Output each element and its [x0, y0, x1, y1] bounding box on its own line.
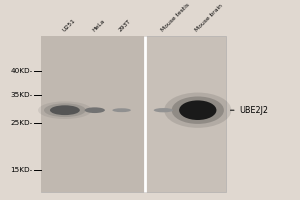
Text: UBE2J2: UBE2J2 [230, 106, 268, 115]
Ellipse shape [112, 108, 131, 112]
Text: 25KD-: 25KD- [11, 120, 33, 126]
Text: U251: U251 [61, 18, 76, 33]
Bar [41, 36, 145, 192]
Ellipse shape [38, 101, 92, 119]
Ellipse shape [85, 107, 105, 113]
Ellipse shape [164, 93, 231, 128]
Text: Mouse brain: Mouse brain [194, 3, 224, 33]
Text: 15KD-: 15KD- [11, 167, 33, 173]
Bar [41, 36, 226, 192]
Text: 40KD-: 40KD- [11, 68, 33, 74]
Ellipse shape [172, 96, 224, 124]
Text: HeLa: HeLa [91, 18, 106, 33]
Text: 35KD-: 35KD- [11, 92, 33, 98]
Text: Mouse testis: Mouse testis [160, 2, 190, 33]
Text: 293T: 293T [118, 19, 132, 33]
Ellipse shape [154, 108, 173, 112]
Ellipse shape [50, 105, 80, 115]
Ellipse shape [44, 103, 86, 117]
Ellipse shape [179, 100, 216, 120]
